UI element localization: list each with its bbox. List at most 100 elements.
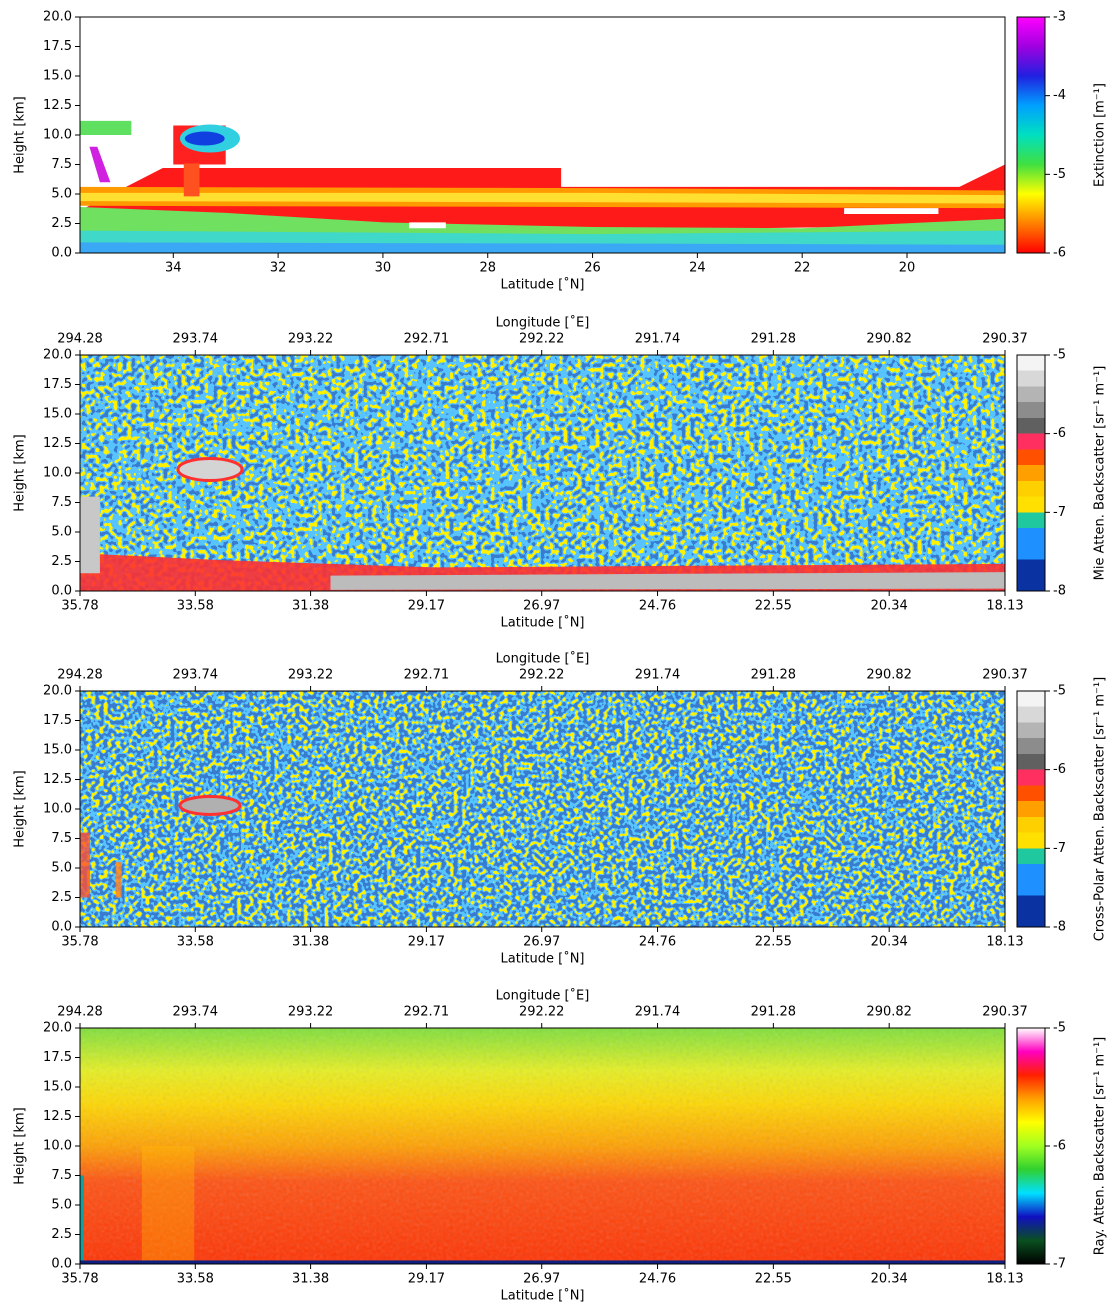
x-axis-label: Latitude [˚N]: [500, 615, 584, 631]
y-tick-label: 7.5: [51, 831, 72, 846]
x-tick-label: 18.13: [986, 1272, 1023, 1287]
y-tick-label: 12.5: [43, 1109, 72, 1124]
x-tick-label: 30: [375, 261, 392, 276]
colorbar-label: Cross-Polar Atten. Backscatter [sr⁻¹ m⁻¹…: [1093, 677, 1108, 941]
x2-tick-label: 292.22: [519, 332, 565, 347]
x2-tick-label: 290.37: [982, 332, 1028, 347]
x2-tick-label: 293.74: [173, 332, 219, 347]
y-tick-label: 20.0: [43, 348, 72, 363]
x-axis-label: Latitude [˚N]: [500, 951, 584, 967]
x2-tick-label: 291.28: [751, 668, 797, 683]
y-tick-label: 5.0: [51, 187, 72, 202]
y-tick-label: 0.0: [51, 584, 72, 599]
x-tick-label: 29.17: [408, 599, 445, 614]
heatmap-field: [80, 691, 1005, 927]
colorbar: [1016, 16, 1046, 254]
x-tick-label: 24.76: [639, 1272, 676, 1287]
x2-tick-label: 292.71: [404, 668, 450, 683]
colorbar-tick-label: -8: [1053, 920, 1066, 935]
y-tick-label: 17.5: [43, 713, 72, 728]
x-tick-label: 20.34: [871, 599, 908, 614]
x-tick-label: 20: [899, 261, 916, 276]
y-tick-label: 2.5: [51, 216, 72, 231]
field-area: [183, 163, 200, 197]
colorbar-label: Ray. Atten. Backscatter [sr⁻¹ m⁻¹]: [1093, 1037, 1108, 1256]
y-tick-label: 15.0: [43, 1080, 72, 1095]
x-tick-label: 22: [794, 261, 811, 276]
colorbar-tick-label: -7: [1053, 1257, 1066, 1272]
panel: 0.0 2.5 5.0 7.5 10.0 12.5 15.0 17.5 20.0 34 32 30 28…: [13, 10, 1108, 293]
field-area: [80, 1260, 1005, 1264]
y-tick-label: 5.0: [51, 861, 72, 876]
y-tick-label: 17.5: [43, 377, 72, 392]
x-tick-label: 22.55: [755, 935, 792, 950]
panel: 0.0 2.5 5.0 7.5 10.0 12.5 15.0 17.5 20.0 35.78 33.…: [13, 988, 1108, 1304]
panel: 0.0 2.5 5.0 7.5 10.0 12.5 15.0 17.5 20.0 35.78 33.…: [13, 651, 1108, 967]
y-tick-label: 7.5: [51, 157, 72, 172]
y-tick-label: 17.5: [43, 39, 72, 54]
x2-axis-label: Longitude [˚E]: [496, 651, 590, 667]
y-tick-label: 0.0: [51, 920, 72, 935]
y-tick-label: 17.5: [43, 1050, 72, 1065]
x-tick-label: 33.58: [177, 599, 214, 614]
x2-tick-label: 291.28: [751, 1005, 797, 1020]
x2-tick-label: 292.22: [519, 1005, 565, 1020]
x-tick-label: 31.38: [292, 1272, 329, 1287]
x2-tick-label: 293.74: [173, 668, 219, 683]
y-tick-label: 12.5: [43, 772, 72, 787]
y-tick-label: 12.5: [43, 98, 72, 113]
panel: 0.0 2.5 5.0 7.5 10.0 12.5 15.0 17.5 20.0 35.78 33.…: [13, 315, 1108, 631]
x-tick-label: 24.76: [639, 935, 676, 950]
y-axis-label: Height [km]: [13, 96, 28, 173]
x-tick-label: 28: [479, 261, 496, 276]
colorbar-tick-label: -7: [1053, 505, 1066, 520]
x2-tick-label: 293.74: [173, 1005, 219, 1020]
x2-tick-label: 290.37: [982, 668, 1028, 683]
x2-tick-label: 292.71: [404, 332, 450, 347]
y-axis-label: Height [km]: [13, 770, 28, 847]
y-tick-label: 0.0: [51, 246, 72, 261]
y-tick-label: 10.0: [43, 466, 72, 481]
colorbar-tick-label: -6: [1053, 426, 1066, 441]
colorbar-tick-label: -4: [1053, 88, 1066, 103]
x-tick-label: 20.34: [871, 1272, 908, 1287]
heatmap-field: [80, 355, 1005, 591]
x-tick-label: 35.78: [61, 1272, 98, 1287]
heatmap-field: [80, 120, 1005, 253]
x2-tick-label: 290.82: [866, 1005, 912, 1020]
colorbar-tick-label: -6: [1053, 246, 1066, 261]
field-area: [89, 146, 111, 183]
field-area: [80, 242, 1005, 253]
field-area: [80, 192, 1005, 204]
x-axis-label: Latitude [˚N]: [500, 1288, 584, 1304]
x2-tick-label: 293.22: [288, 668, 334, 683]
x-tick-label: 35.78: [61, 599, 98, 614]
y-tick-label: 2.5: [51, 554, 72, 569]
y-tick-label: 2.5: [51, 1227, 72, 1242]
field-area: [80, 496, 100, 574]
colorbar-tick-label: -5: [1053, 167, 1066, 182]
y-tick-label: 5.0: [51, 1198, 72, 1213]
field-area: [80, 832, 90, 898]
y-tick-label: 7.5: [51, 1168, 72, 1183]
x2-tick-label: 291.74: [635, 332, 681, 347]
x2-tick-label: 291.74: [635, 1005, 681, 1020]
x2-tick-label: 293.22: [288, 332, 334, 347]
x-tick-label: 26.97: [523, 599, 560, 614]
colorbar-tick-label: -8: [1053, 584, 1066, 599]
y-tick-label: 10.0: [43, 1139, 72, 1154]
colorbar: [1016, 1027, 1046, 1265]
colorbar-tick-label: -3: [1053, 10, 1066, 25]
field-area: [115, 862, 122, 898]
x2-tick-label: 294.28: [57, 1005, 103, 1020]
x2-tick-label: 290.82: [866, 668, 912, 683]
y-tick-label: 20.0: [43, 10, 72, 25]
x-tick-label: 24: [689, 261, 706, 276]
x2-tick-label: 293.22: [288, 1005, 334, 1020]
x-tick-label: 18.13: [986, 599, 1023, 614]
y-tick-label: 10.0: [43, 802, 72, 817]
field-area: [176, 456, 244, 482]
y-tick-label: 20.0: [43, 1021, 72, 1036]
